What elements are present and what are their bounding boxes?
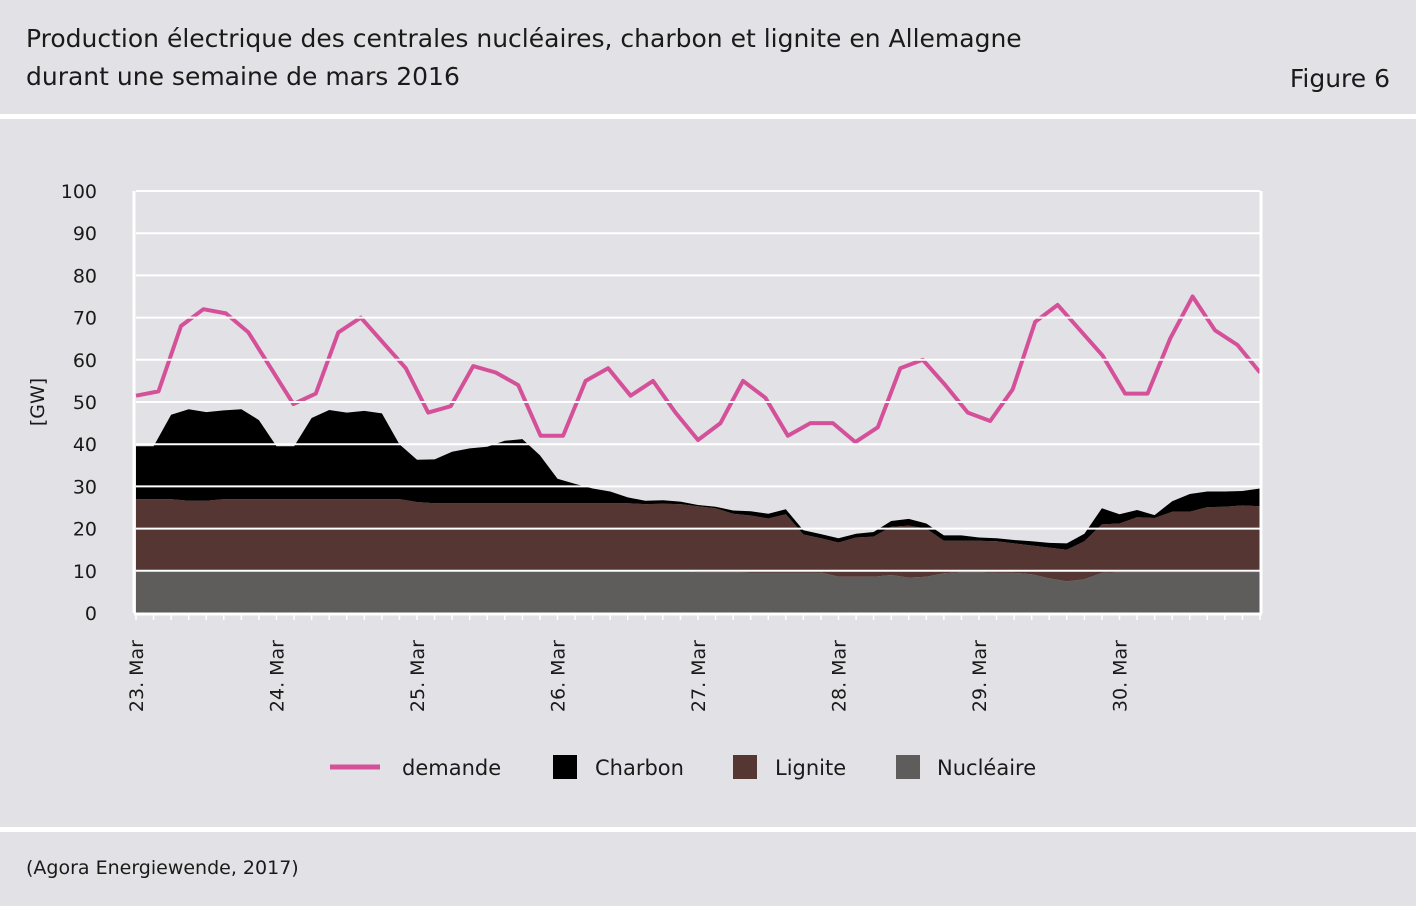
x-tick-label: 30. Mar <box>1110 640 1132 712</box>
y-axis: 0 10 20 30 40 50 60 70 80 90 100 <box>61 181 97 625</box>
legend-nucleaire-label: Nucléaire <box>937 756 1036 780</box>
y-tick-label: 50 <box>73 392 97 414</box>
legend-lignite-swatch <box>733 755 757 779</box>
header: Production électrique des centrales nucl… <box>0 0 1416 114</box>
series-area-lignite <box>136 499 1260 582</box>
area-layers <box>135 294 1262 613</box>
y-tick-label: 0 <box>85 603 97 625</box>
series-area-charbon <box>136 409 1260 550</box>
page-title: Production électrique des centrales nucl… <box>26 20 1126 96</box>
x-tick-label: 27. Mar <box>688 640 710 712</box>
legend-demande-label: demande <box>402 756 501 780</box>
legend-lignite-label: Lignite <box>775 756 846 780</box>
series-line-demande <box>135 294 1262 445</box>
y-tick-label: 90 <box>73 223 97 245</box>
legend-nucleaire-swatch <box>896 755 920 779</box>
source-note: (Agora Energiewende, 2017) <box>26 857 299 879</box>
series-area-nucleaire <box>136 570 1260 613</box>
y-tick-label: 60 <box>73 350 97 372</box>
x-axis: 23. Mar 24. Mar 25. Mar 26. Mar 27. Mar 28. M… <box>126 615 1261 712</box>
y-tick-label: 70 <box>73 308 97 330</box>
y-tick-label: 20 <box>73 519 97 541</box>
x-tick-label: 24. Mar <box>267 640 289 712</box>
y-tick-label: 80 <box>73 265 97 287</box>
legend: demande Charbon Lignite Nucléaire <box>330 755 1036 780</box>
legend-charbon-label: Charbon <box>595 756 684 780</box>
title-line-1: Production électrique des centrales nucl… <box>26 24 1022 53</box>
x-tick-label: 29. Mar <box>969 640 991 712</box>
y-axis-label: [GW] <box>27 378 49 426</box>
plot-area: 0 10 20 30 40 50 60 70 80 90 100 23. Mar 24. Mar 25.… <box>27 181 1263 780</box>
y-tick-label: 10 <box>73 561 97 583</box>
figure-label: Figure 6 <box>1289 64 1390 93</box>
x-tick-label: 26. Mar <box>548 640 570 712</box>
header-separator <box>0 114 1416 119</box>
chart: 0 10 20 30 40 50 60 70 80 90 100 23. Mar 24. Mar 25.… <box>27 181 1263 780</box>
grid <box>132 190 1263 616</box>
x-tick-label: 23. Mar <box>126 640 148 712</box>
y-tick-label: 30 <box>73 476 97 498</box>
x-tick-label: 28. Mar <box>829 640 851 712</box>
footer-separator <box>0 827 1416 832</box>
legend-charbon-swatch <box>553 755 577 779</box>
y-tick-label: 40 <box>73 434 97 456</box>
x-tick-label: 25. Mar <box>407 640 429 712</box>
y-tick-label: 100 <box>61 181 97 203</box>
title-line-2: durant une semaine de mars 2016 <box>26 62 460 91</box>
